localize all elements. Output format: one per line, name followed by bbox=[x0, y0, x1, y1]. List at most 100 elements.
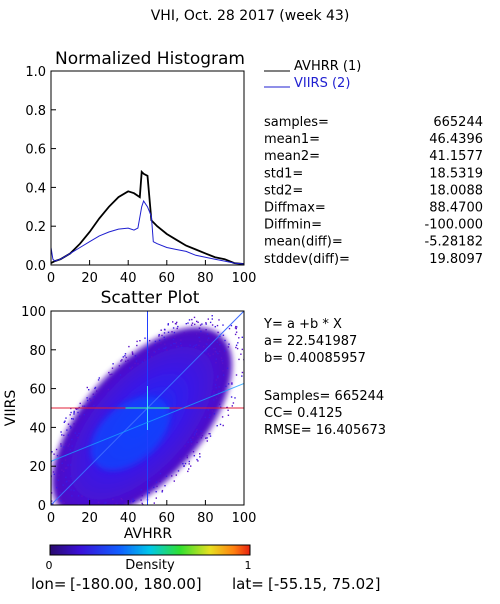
scatter-point bbox=[71, 495, 73, 497]
scatter-point bbox=[163, 347, 165, 350]
scatter-point bbox=[236, 347, 239, 350]
scatter-point bbox=[112, 498, 114, 501]
scatter-point bbox=[221, 362, 224, 364]
scatter-point bbox=[129, 500, 131, 503]
scatter-point bbox=[211, 315, 213, 317]
scatter-point bbox=[213, 391, 215, 393]
stat-value: -5.28182 bbox=[425, 235, 483, 250]
scatter-point bbox=[119, 506, 120, 507]
scatter-point bbox=[167, 323, 169, 325]
scatter-point bbox=[203, 346, 205, 348]
scatter-point bbox=[164, 347, 166, 350]
scatter-point bbox=[120, 360, 122, 362]
scatter-point bbox=[217, 391, 220, 393]
lon-range: [-180.00, 180.00] bbox=[70, 575, 202, 593]
scatter-point bbox=[70, 426, 73, 428]
scatter-title: Scatter Plot bbox=[101, 288, 200, 308]
scatter-point bbox=[206, 440, 208, 442]
scatter-point bbox=[235, 374, 238, 376]
scatter-point bbox=[218, 403, 221, 406]
hist-series-viirs bbox=[50, 199, 245, 265]
scatter-point bbox=[70, 411, 72, 414]
scatter-point bbox=[213, 393, 215, 395]
scatter-point bbox=[227, 409, 229, 411]
scatter-point bbox=[58, 474, 60, 476]
scatter-point bbox=[209, 414, 211, 416]
scatter-point bbox=[196, 458, 198, 461]
scatter-point bbox=[124, 353, 127, 355]
scatter-point bbox=[82, 405, 84, 407]
scatter-point bbox=[89, 398, 91, 400]
scatter-point bbox=[180, 342, 182, 345]
scatter-point bbox=[209, 355, 211, 357]
scatter-point bbox=[222, 388, 224, 390]
scatter-point bbox=[70, 475, 72, 477]
scatter-point bbox=[231, 383, 233, 385]
scatter-point bbox=[148, 340, 151, 342]
scatter-point bbox=[154, 351, 156, 353]
scatter-point bbox=[221, 359, 223, 362]
regression-line bbox=[51, 383, 244, 462]
scatter-point bbox=[63, 509, 64, 510]
scatter-point bbox=[206, 437, 208, 439]
scatter-point bbox=[83, 414, 85, 416]
scatter-point bbox=[48, 457, 49, 458]
scatter-point bbox=[73, 489, 75, 492]
scatter-point bbox=[136, 340, 138, 343]
scatter-point bbox=[205, 349, 208, 351]
scatter-point bbox=[158, 348, 160, 350]
scatter-point bbox=[125, 356, 127, 359]
scatter-point bbox=[159, 480, 161, 483]
scatter-point bbox=[120, 497, 122, 500]
lon-label: lon= bbox=[31, 575, 66, 593]
scatter-point bbox=[172, 321, 174, 323]
colorbar-min-label: 0 bbox=[46, 559, 53, 572]
scatter-point bbox=[63, 434, 65, 437]
regression-equation: Y= a +b * X bbox=[263, 317, 342, 332]
scatter-point bbox=[175, 346, 178, 348]
scatter-point bbox=[193, 455, 195, 457]
stat-label: Diffmax= bbox=[264, 201, 326, 216]
scatter-point bbox=[205, 351, 207, 353]
scatter-point bbox=[158, 334, 160, 336]
page-title: VHI, Oct. 28 2017 (week 43) bbox=[151, 8, 350, 24]
histogram-legend: AVHRR (1) VIIRS (2) bbox=[264, 59, 361, 91]
scatter-axes: 0 20 40 60 80 100 0 20 40 60 80 100 bbox=[21, 305, 256, 526]
scatter-point bbox=[63, 421, 65, 423]
scatter-point bbox=[81, 495, 83, 497]
scatter-point bbox=[60, 431, 62, 433]
stat-label: mean1= bbox=[264, 132, 320, 147]
scatter-point bbox=[245, 355, 246, 356]
hist-y-tick-label: 0.8 bbox=[25, 104, 46, 119]
scatter-point bbox=[86, 399, 89, 402]
scatter-point bbox=[100, 517, 101, 518]
scatter-point bbox=[121, 507, 122, 508]
scatter-x-tick-label: 0 bbox=[47, 511, 55, 526]
regression-b: b= 0.40085957 bbox=[264, 351, 366, 366]
scatter-point bbox=[77, 495, 80, 497]
scatter-point bbox=[52, 503, 54, 505]
scatter-point bbox=[197, 460, 199, 462]
scatter-point bbox=[48, 455, 49, 456]
scatter-point bbox=[53, 473, 55, 475]
scatter-point bbox=[135, 508, 136, 509]
hist-series-avhrr bbox=[50, 169, 245, 265]
scatter-point bbox=[173, 331, 176, 334]
scatter-point bbox=[107, 520, 108, 521]
scatter-point bbox=[111, 503, 114, 505]
scatter-point bbox=[218, 390, 220, 392]
scatter-point bbox=[104, 502, 106, 504]
scatter-point bbox=[97, 501, 100, 503]
hist-x-tick-label: 80 bbox=[197, 271, 214, 286]
scatter-point bbox=[200, 437, 203, 439]
scatter-point bbox=[77, 529, 78, 530]
scatter-point bbox=[206, 343, 208, 345]
scatter-point bbox=[52, 471, 55, 473]
scatter-point bbox=[64, 459, 67, 461]
scatter-point bbox=[70, 454, 72, 456]
scatter-point bbox=[73, 413, 75, 415]
scatter-point bbox=[59, 491, 61, 494]
scatter-point bbox=[77, 437, 79, 439]
scatter-point bbox=[79, 402, 81, 405]
scatter-point bbox=[69, 425, 71, 427]
